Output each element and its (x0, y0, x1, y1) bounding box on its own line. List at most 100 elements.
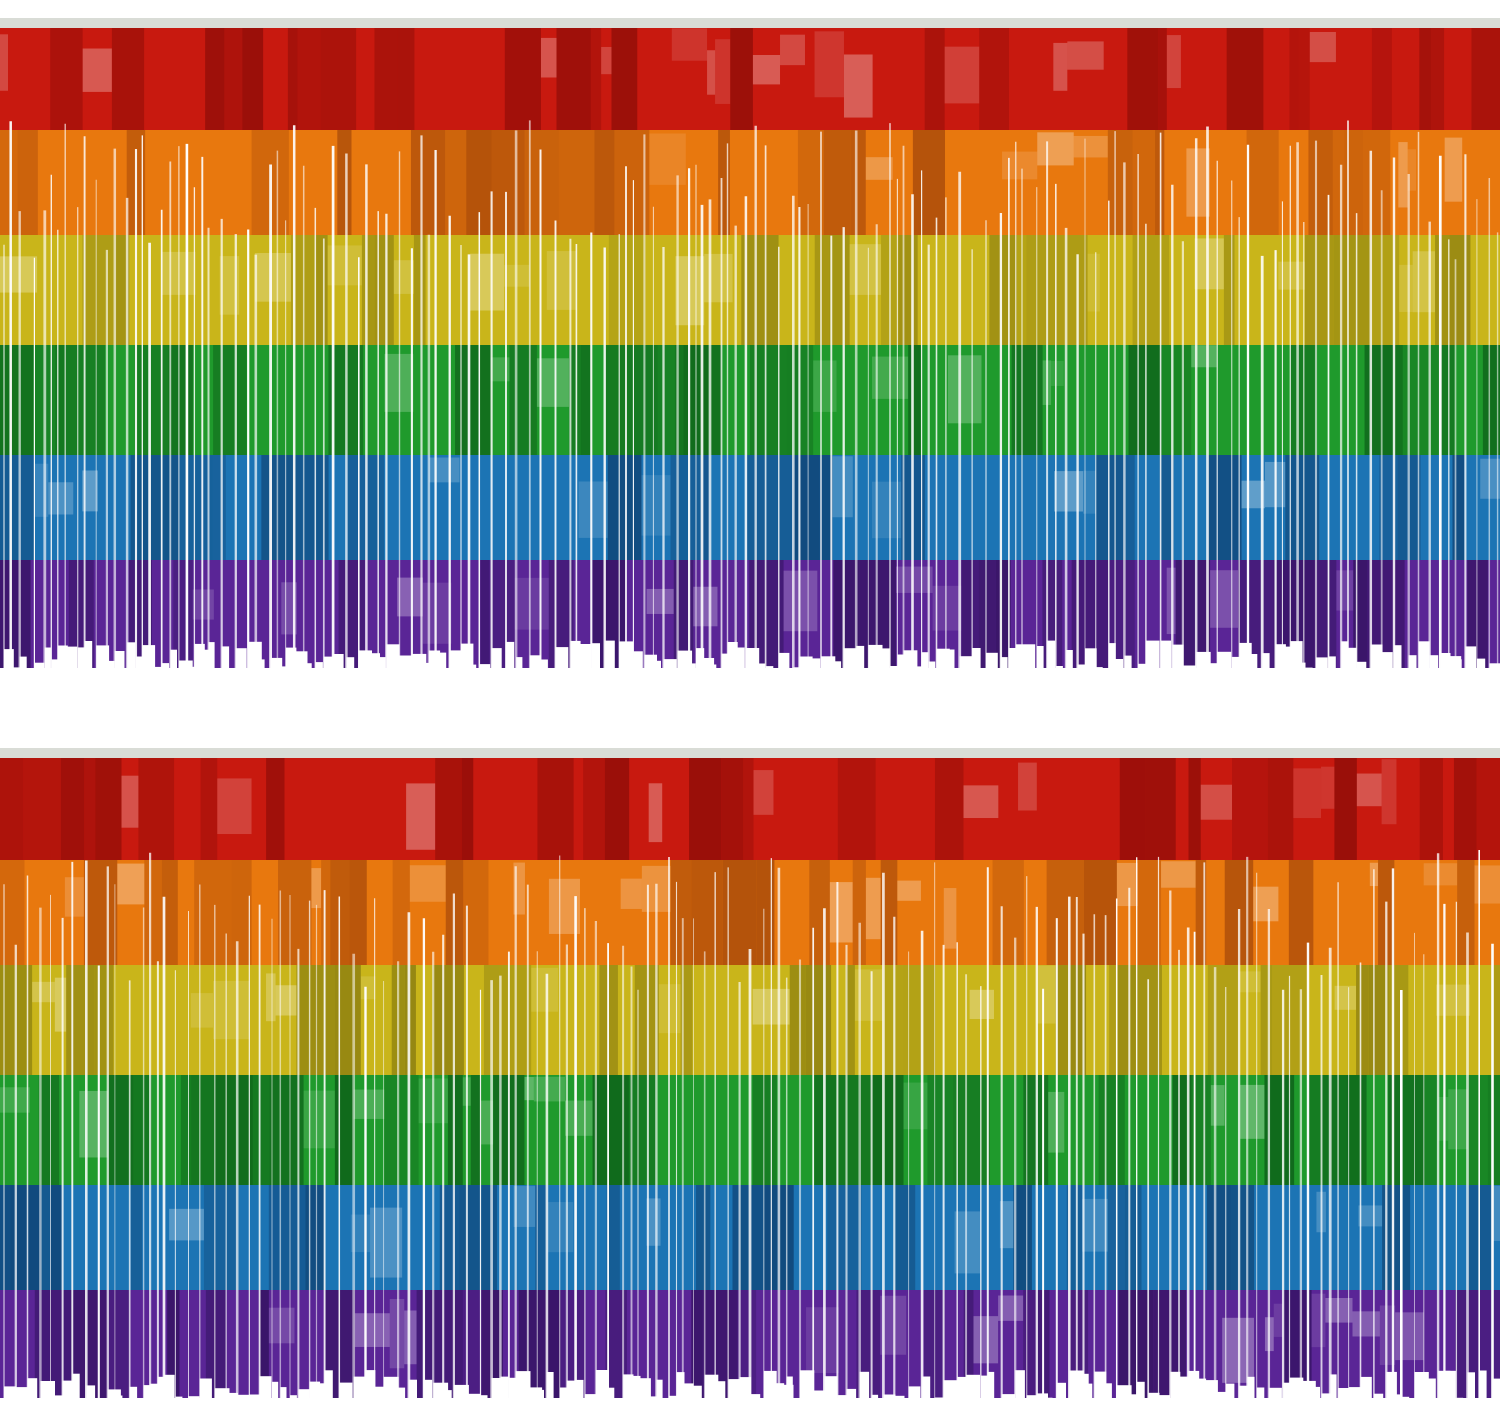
foil-shadow (732, 1185, 765, 1290)
foil-shine (268, 1307, 295, 1344)
foil-shadow (805, 965, 832, 1075)
fringe-end (1321, 1393, 1331, 1400)
foil-shadow (979, 28, 1010, 130)
fringe-end (1440, 653, 1451, 670)
foil-shadow (481, 1290, 492, 1398)
fringe-end (10, 667, 25, 670)
foil-shadow (435, 758, 462, 860)
foil-shine (546, 251, 577, 310)
foil-shadow (1304, 235, 1334, 345)
fringe-end (453, 1384, 469, 1400)
foil-shine (1436, 984, 1471, 1016)
foil-shadow (1246, 130, 1279, 235)
fringe-end (1231, 656, 1244, 670)
fringe-end (1423, 1378, 1436, 1400)
fringe-banner (0, 748, 1500, 1400)
foil-shine (481, 1100, 494, 1145)
foil-shine (704, 253, 733, 303)
foil-shine (1352, 1311, 1380, 1337)
foil-shadow (338, 560, 365, 668)
foil-shine (0, 34, 9, 91)
foil-shadow (607, 455, 627, 560)
foil-shadow (213, 345, 247, 455)
foil-shine (353, 1089, 385, 1119)
foil-shadow (138, 758, 175, 860)
foil-shadow (721, 758, 744, 860)
foil-shadow (404, 965, 416, 1075)
fringe-end (945, 649, 955, 670)
foil-shine (217, 778, 252, 835)
foil-shadow (179, 455, 213, 560)
fringe-end (353, 1376, 367, 1400)
fringe-end (188, 1396, 200, 1400)
foil-shadow (1453, 758, 1477, 860)
fringe-end (114, 651, 125, 670)
foil-shine (254, 253, 291, 302)
foil-shadow (95, 758, 122, 860)
foil-shadow (1332, 130, 1345, 235)
banner-top-edge (0, 748, 1500, 758)
foil-shadow (1334, 758, 1357, 860)
fringe-end (1138, 663, 1150, 670)
fringe-end (469, 664, 477, 670)
fringe-end (980, 1375, 992, 1400)
foil-shadow (180, 1075, 192, 1185)
fringe-end (226, 1392, 238, 1400)
fringe-end (1148, 1392, 1160, 1400)
foil-shadow (161, 860, 178, 965)
foil-shadow (1180, 345, 1192, 455)
foil-shadow (1107, 130, 1133, 235)
fringe-end (303, 663, 312, 670)
fringe-end (86, 1385, 96, 1400)
foil-shadow (445, 130, 467, 235)
foil-shadow (1118, 965, 1136, 1075)
foil-shadow (374, 28, 398, 130)
foil-shadow (287, 28, 298, 130)
fringe-end (682, 1383, 694, 1400)
foil-shadow (1467, 560, 1488, 668)
foil-shadow (1207, 965, 1239, 1075)
foil-shadow (0, 455, 35, 560)
fringe-end (1348, 1387, 1361, 1400)
fringe-end (656, 1379, 663, 1400)
fringe-end (1115, 659, 1124, 670)
fringe-end (1124, 655, 1132, 670)
foil-shine (192, 589, 214, 620)
foil-shadow (321, 860, 331, 965)
foil-shadow (164, 455, 180, 560)
fringe-end (1194, 1378, 1207, 1400)
foil-shadow (83, 860, 118, 965)
foil-shadow (1095, 455, 1124, 560)
foil-shine (540, 37, 557, 78)
fringe-end (127, 642, 136, 670)
foil-shadow (374, 235, 394, 345)
foil-shadow (1333, 235, 1372, 345)
fringe-end (663, 659, 677, 670)
fringe-end (129, 1386, 138, 1400)
foil-shine (578, 481, 608, 538)
fringe-end (208, 642, 215, 670)
foil-shadow (447, 1075, 463, 1185)
foil-shine (1407, 149, 1417, 191)
fringe-end (786, 1376, 793, 1400)
fringe-end (378, 657, 386, 670)
fringe-end (921, 652, 929, 670)
foil-shine (389, 1298, 405, 1369)
foil-shadow (691, 1290, 703, 1398)
foil-shadow (1482, 345, 1500, 455)
foil-shadow (608, 235, 646, 345)
fringe-end (959, 656, 975, 670)
color-band (0, 455, 1500, 560)
fringe-end (1095, 667, 1103, 670)
fringe-end (903, 650, 918, 670)
foil-shine (1358, 1205, 1383, 1227)
foil-shadow (837, 758, 876, 860)
foil-shadow (470, 1075, 482, 1185)
foil-shadow (674, 345, 684, 455)
foil-shadow (413, 235, 426, 345)
foil-shadow (581, 345, 591, 455)
color-band (0, 345, 1500, 455)
foil-shadow (334, 965, 361, 1075)
foil-shine (601, 46, 612, 75)
